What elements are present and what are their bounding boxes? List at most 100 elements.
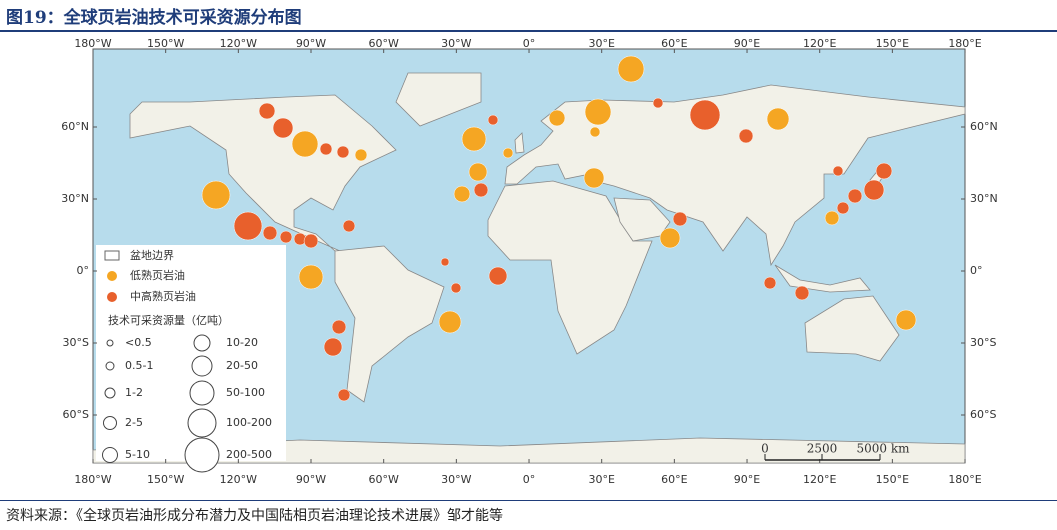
bubble — [440, 257, 450, 267]
size-swatch — [106, 339, 114, 347]
lon-label-top: 0° — [523, 37, 536, 50]
lat-label-left: 30°N — [61, 192, 89, 205]
lon-label-top: 60°E — [661, 37, 687, 50]
size-swatch — [104, 387, 116, 399]
bubble — [336, 145, 350, 159]
bubble — [502, 147, 514, 159]
lon-label-top: 60°W — [368, 37, 398, 50]
lat-label-right: 30°S — [970, 336, 996, 349]
size-swatch — [189, 380, 215, 406]
lon-label-top: 180°E — [948, 37, 981, 50]
scale-label: 2500 — [807, 442, 838, 456]
lon-label-top: 90°W — [296, 37, 326, 50]
size-label: 2-5 — [125, 416, 143, 429]
lon-label-bottom: 90°W — [296, 473, 326, 486]
bubble — [832, 165, 844, 177]
bubble — [323, 337, 343, 357]
bubble — [303, 233, 319, 249]
bubble — [875, 162, 893, 180]
lat-label-right: 60°N — [970, 120, 998, 133]
lon-label-top: 120°W — [220, 37, 257, 50]
lat-label-right: 0° — [970, 264, 983, 277]
lon-label-bottom: 180°W — [74, 473, 111, 486]
size-swatch — [187, 408, 217, 438]
size-swatch — [102, 447, 118, 463]
africa — [487, 180, 653, 355]
bubble — [272, 117, 294, 139]
scale-label: 0 — [761, 442, 769, 456]
size-label: 0.5-1 — [125, 359, 153, 372]
size-label: <0.5 — [125, 336, 152, 349]
title-rule — [0, 30, 1057, 32]
bubble — [461, 126, 487, 152]
size-swatch — [184, 437, 220, 473]
uk — [514, 132, 525, 154]
lon-label-top: 30°E — [588, 37, 614, 50]
lon-label-bottom: 60°W — [368, 473, 398, 486]
lon-label-top: 150°W — [147, 37, 184, 50]
bubble — [354, 148, 368, 162]
bubble — [319, 142, 333, 156]
lon-label-bottom: 0° — [523, 473, 536, 486]
lon-label-top: 30°W — [441, 37, 471, 50]
bubble — [468, 162, 488, 182]
size-label: 10-20 — [226, 336, 258, 349]
low-swatch — [107, 271, 117, 281]
australia — [804, 295, 900, 362]
bubble — [659, 227, 681, 249]
scale-label: 5000 km — [856, 442, 910, 456]
low-label: 低熟页岩油 — [130, 268, 185, 282]
greenland — [395, 72, 482, 127]
lon-label-top: 150°E — [876, 37, 909, 50]
bubble — [689, 99, 721, 131]
bubble — [895, 309, 917, 331]
lat-label-left: 0° — [77, 264, 90, 277]
lon-label-bottom: 150°W — [147, 473, 184, 486]
lat-label-left: 60°S — [63, 408, 89, 421]
lon-label-bottom: 60°E — [661, 473, 687, 486]
bubble — [473, 182, 489, 198]
bubble — [583, 167, 605, 189]
basin-label: 盆地边界 — [130, 248, 174, 262]
lon-label-top: 180°W — [74, 37, 111, 50]
axes: 180°W 180°W 150°W 150°W 120°W 120°W 90°W 90°W 60… — [61, 37, 997, 486]
size-label: 20-50 — [226, 359, 258, 372]
bubble — [652, 97, 664, 109]
high-swatch — [107, 292, 117, 302]
bubble — [584, 98, 612, 126]
bubble — [450, 282, 462, 294]
bubble — [331, 319, 347, 335]
bubble — [548, 109, 566, 127]
bubble — [836, 201, 850, 215]
bubble — [863, 179, 885, 201]
basin-swatch — [104, 250, 120, 261]
size-title: 技术可采资源量（亿吨） — [108, 313, 229, 327]
bubble — [201, 180, 231, 210]
bubble — [291, 130, 319, 158]
lon-label-bottom: 30°W — [441, 473, 471, 486]
bubble — [487, 114, 499, 126]
bubble — [488, 266, 508, 286]
size-label: 1-2 — [125, 386, 143, 399]
lat-label-left: 60°N — [61, 120, 89, 133]
lon-label-bottom: 120°E — [803, 473, 836, 486]
bubble — [847, 188, 863, 204]
bubble — [279, 230, 293, 244]
scale-bar: 0 2500 5000 km — [761, 442, 910, 461]
lon-label-bottom: 90°E — [734, 473, 760, 486]
bubble — [342, 219, 356, 233]
bubble — [233, 211, 263, 241]
bubble — [672, 211, 688, 227]
size-label: 100-200 — [226, 416, 272, 429]
bubble — [453, 185, 471, 203]
footer-rule — [0, 500, 1057, 501]
indonesia — [774, 264, 871, 293]
high-label: 中高熟页岩油 — [130, 289, 196, 303]
bubble — [763, 276, 777, 290]
north-america — [129, 94, 397, 252]
south-america — [334, 245, 445, 403]
size-label: 5-10 — [125, 448, 150, 461]
